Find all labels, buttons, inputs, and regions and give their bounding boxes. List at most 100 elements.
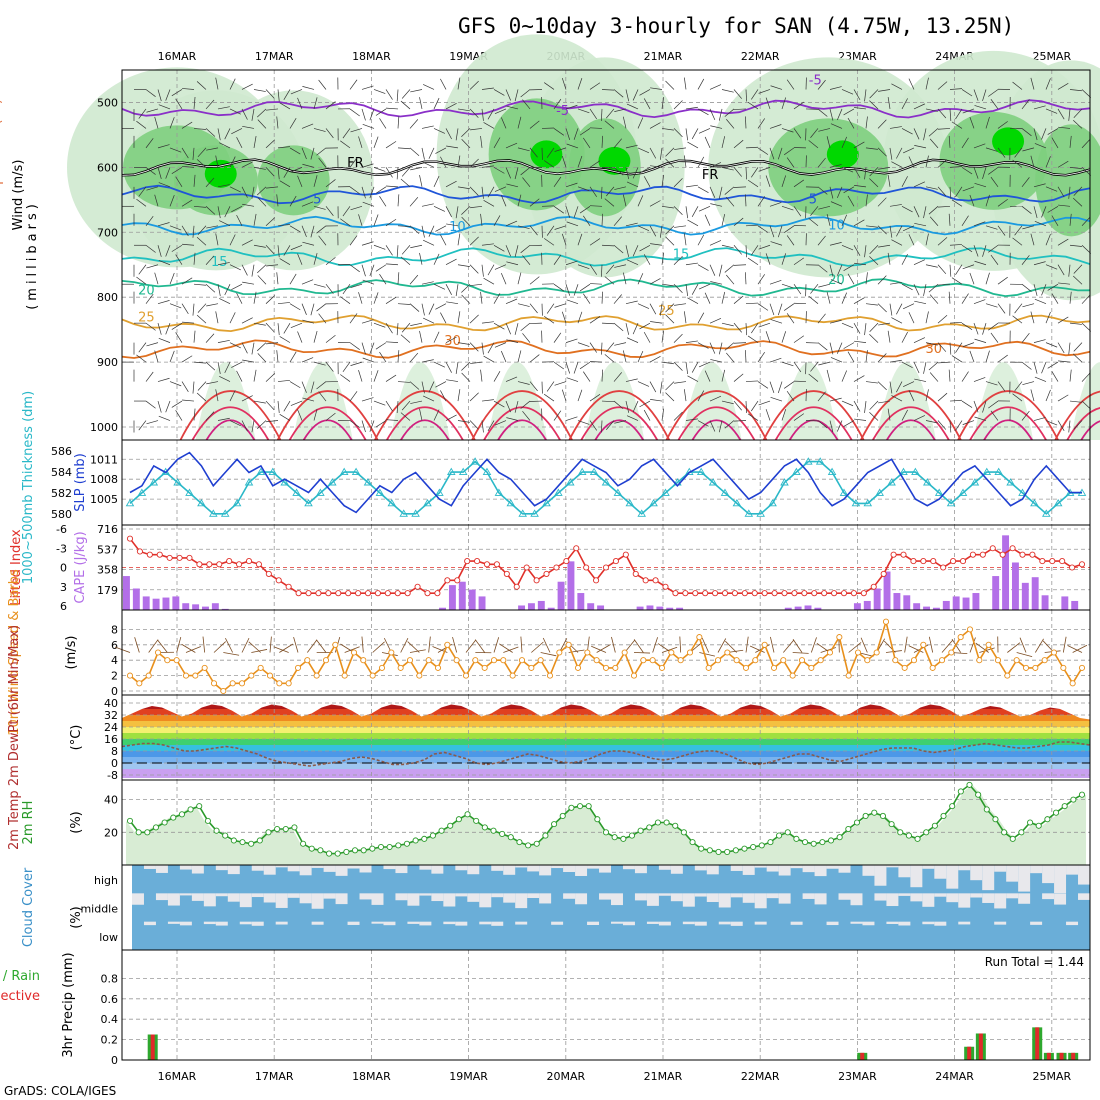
wind-barb [1057, 160, 1069, 168]
wind-barb [546, 303, 555, 314]
cloud-cell [682, 921, 695, 925]
wind-barb [397, 225, 410, 227]
wind-barb [385, 141, 397, 149]
wind-barb [192, 303, 195, 316]
rh-plume [681, 362, 742, 440]
wind-barb [310, 147, 315, 160]
rh2m-point [663, 819, 670, 826]
wind-barb [171, 89, 183, 97]
wind-barb [891, 83, 903, 90]
wind-barb [421, 359, 434, 363]
wind-barb [985, 272, 990, 285]
wind-barb [433, 409, 440, 421]
wind-barb [253, 244, 266, 248]
wind-speed-point [313, 672, 320, 679]
wind-barb [757, 303, 769, 311]
temp-contour-5 [121, 184, 1091, 205]
rh2m-point [1052, 809, 1060, 816]
wind-barb [455, 362, 459, 375]
wind-barb [625, 300, 638, 305]
thickness-point [1042, 509, 1051, 517]
wind-barb [726, 352, 735, 363]
wind-barb [138, 108, 147, 119]
wind-barb [601, 244, 615, 247]
cloud-cell [874, 893, 887, 901]
wind-barb [1057, 186, 1065, 198]
wind-barb [864, 323, 867, 336]
wind-barb [445, 414, 457, 421]
wind-barb [219, 298, 231, 304]
wind-barb [1033, 183, 1046, 188]
wind-barb [673, 256, 683, 265]
wind-barb [745, 224, 759, 227]
wind-barb [757, 351, 766, 363]
wind-barb [613, 244, 624, 254]
wind-barb [316, 381, 327, 390]
wind-barb [632, 89, 639, 101]
wind-barb [480, 213, 483, 226]
wind-barb [175, 176, 183, 188]
cloud-cell [275, 921, 288, 925]
cloud-cell [275, 893, 288, 908]
wind-barb [301, 381, 307, 393]
wind-barb [1021, 410, 1030, 421]
wind-barb [440, 156, 447, 168]
cloud-cell [718, 893, 731, 908]
temp-band [122, 715, 1090, 721]
thickness-point [423, 498, 432, 507]
rh2m-point [274, 825, 281, 833]
wind-barb [829, 397, 842, 402]
wind-barb [962, 186, 975, 192]
date-label-bottom: 16MAR [158, 1070, 197, 1083]
temp-band [122, 763, 1090, 769]
wind-barb [639, 244, 651, 252]
rh2m-point [836, 834, 843, 841]
cape-bar [142, 596, 150, 610]
rh2m-point [819, 839, 826, 846]
rh2m-point [620, 835, 627, 842]
wind-barb [869, 400, 879, 410]
wind-barb [375, 264, 387, 272]
thickness-tick-label: 584 [51, 466, 72, 479]
wind-barb [401, 167, 411, 177]
wind-barb [949, 166, 962, 168]
wind-barb [747, 179, 759, 188]
cloud-cell [646, 921, 659, 924]
wind-speed-point [1041, 657, 1048, 664]
wind-barb [1014, 381, 1023, 392]
wind-barb [961, 244, 973, 253]
wind-barb [205, 333, 215, 343]
wind-barb [1041, 284, 1047, 296]
cloud-cell [455, 893, 468, 897]
rh2m-point [282, 825, 289, 833]
wind-barb [197, 147, 207, 158]
wind-barb [461, 283, 471, 293]
thickness-point [292, 488, 301, 496]
wind-barb [914, 378, 927, 382]
wind-barb [637, 351, 644, 363]
wind-barb [421, 281, 434, 285]
wind-barb [949, 244, 962, 246]
wind-barb [661, 128, 674, 131]
wind-barb [265, 167, 275, 177]
wind-barb [829, 242, 842, 246]
wind-barb [901, 128, 913, 135]
wind-barb [461, 216, 471, 227]
wind-barb [938, 128, 951, 130]
wind-barb [961, 322, 973, 330]
wind-barb [589, 186, 598, 197]
wind-barb [961, 215, 969, 226]
precip-tick-label: 0 [111, 1054, 118, 1067]
thick-ylabel-group: 1000~500mb Thickness (dm) [21, 391, 36, 584]
lifted-index-point [275, 577, 282, 584]
wind-speed-point [854, 649, 862, 656]
wind-barb [373, 214, 379, 226]
wind-speed-point [808, 664, 815, 671]
precip-unit: 3hr Precip (mm) [61, 952, 76, 1057]
wind-barb [310, 381, 315, 394]
wind-barb [445, 284, 452, 295]
wind-barb [637, 225, 650, 231]
wind-barb [673, 178, 683, 188]
wind-barb [157, 89, 162, 102]
